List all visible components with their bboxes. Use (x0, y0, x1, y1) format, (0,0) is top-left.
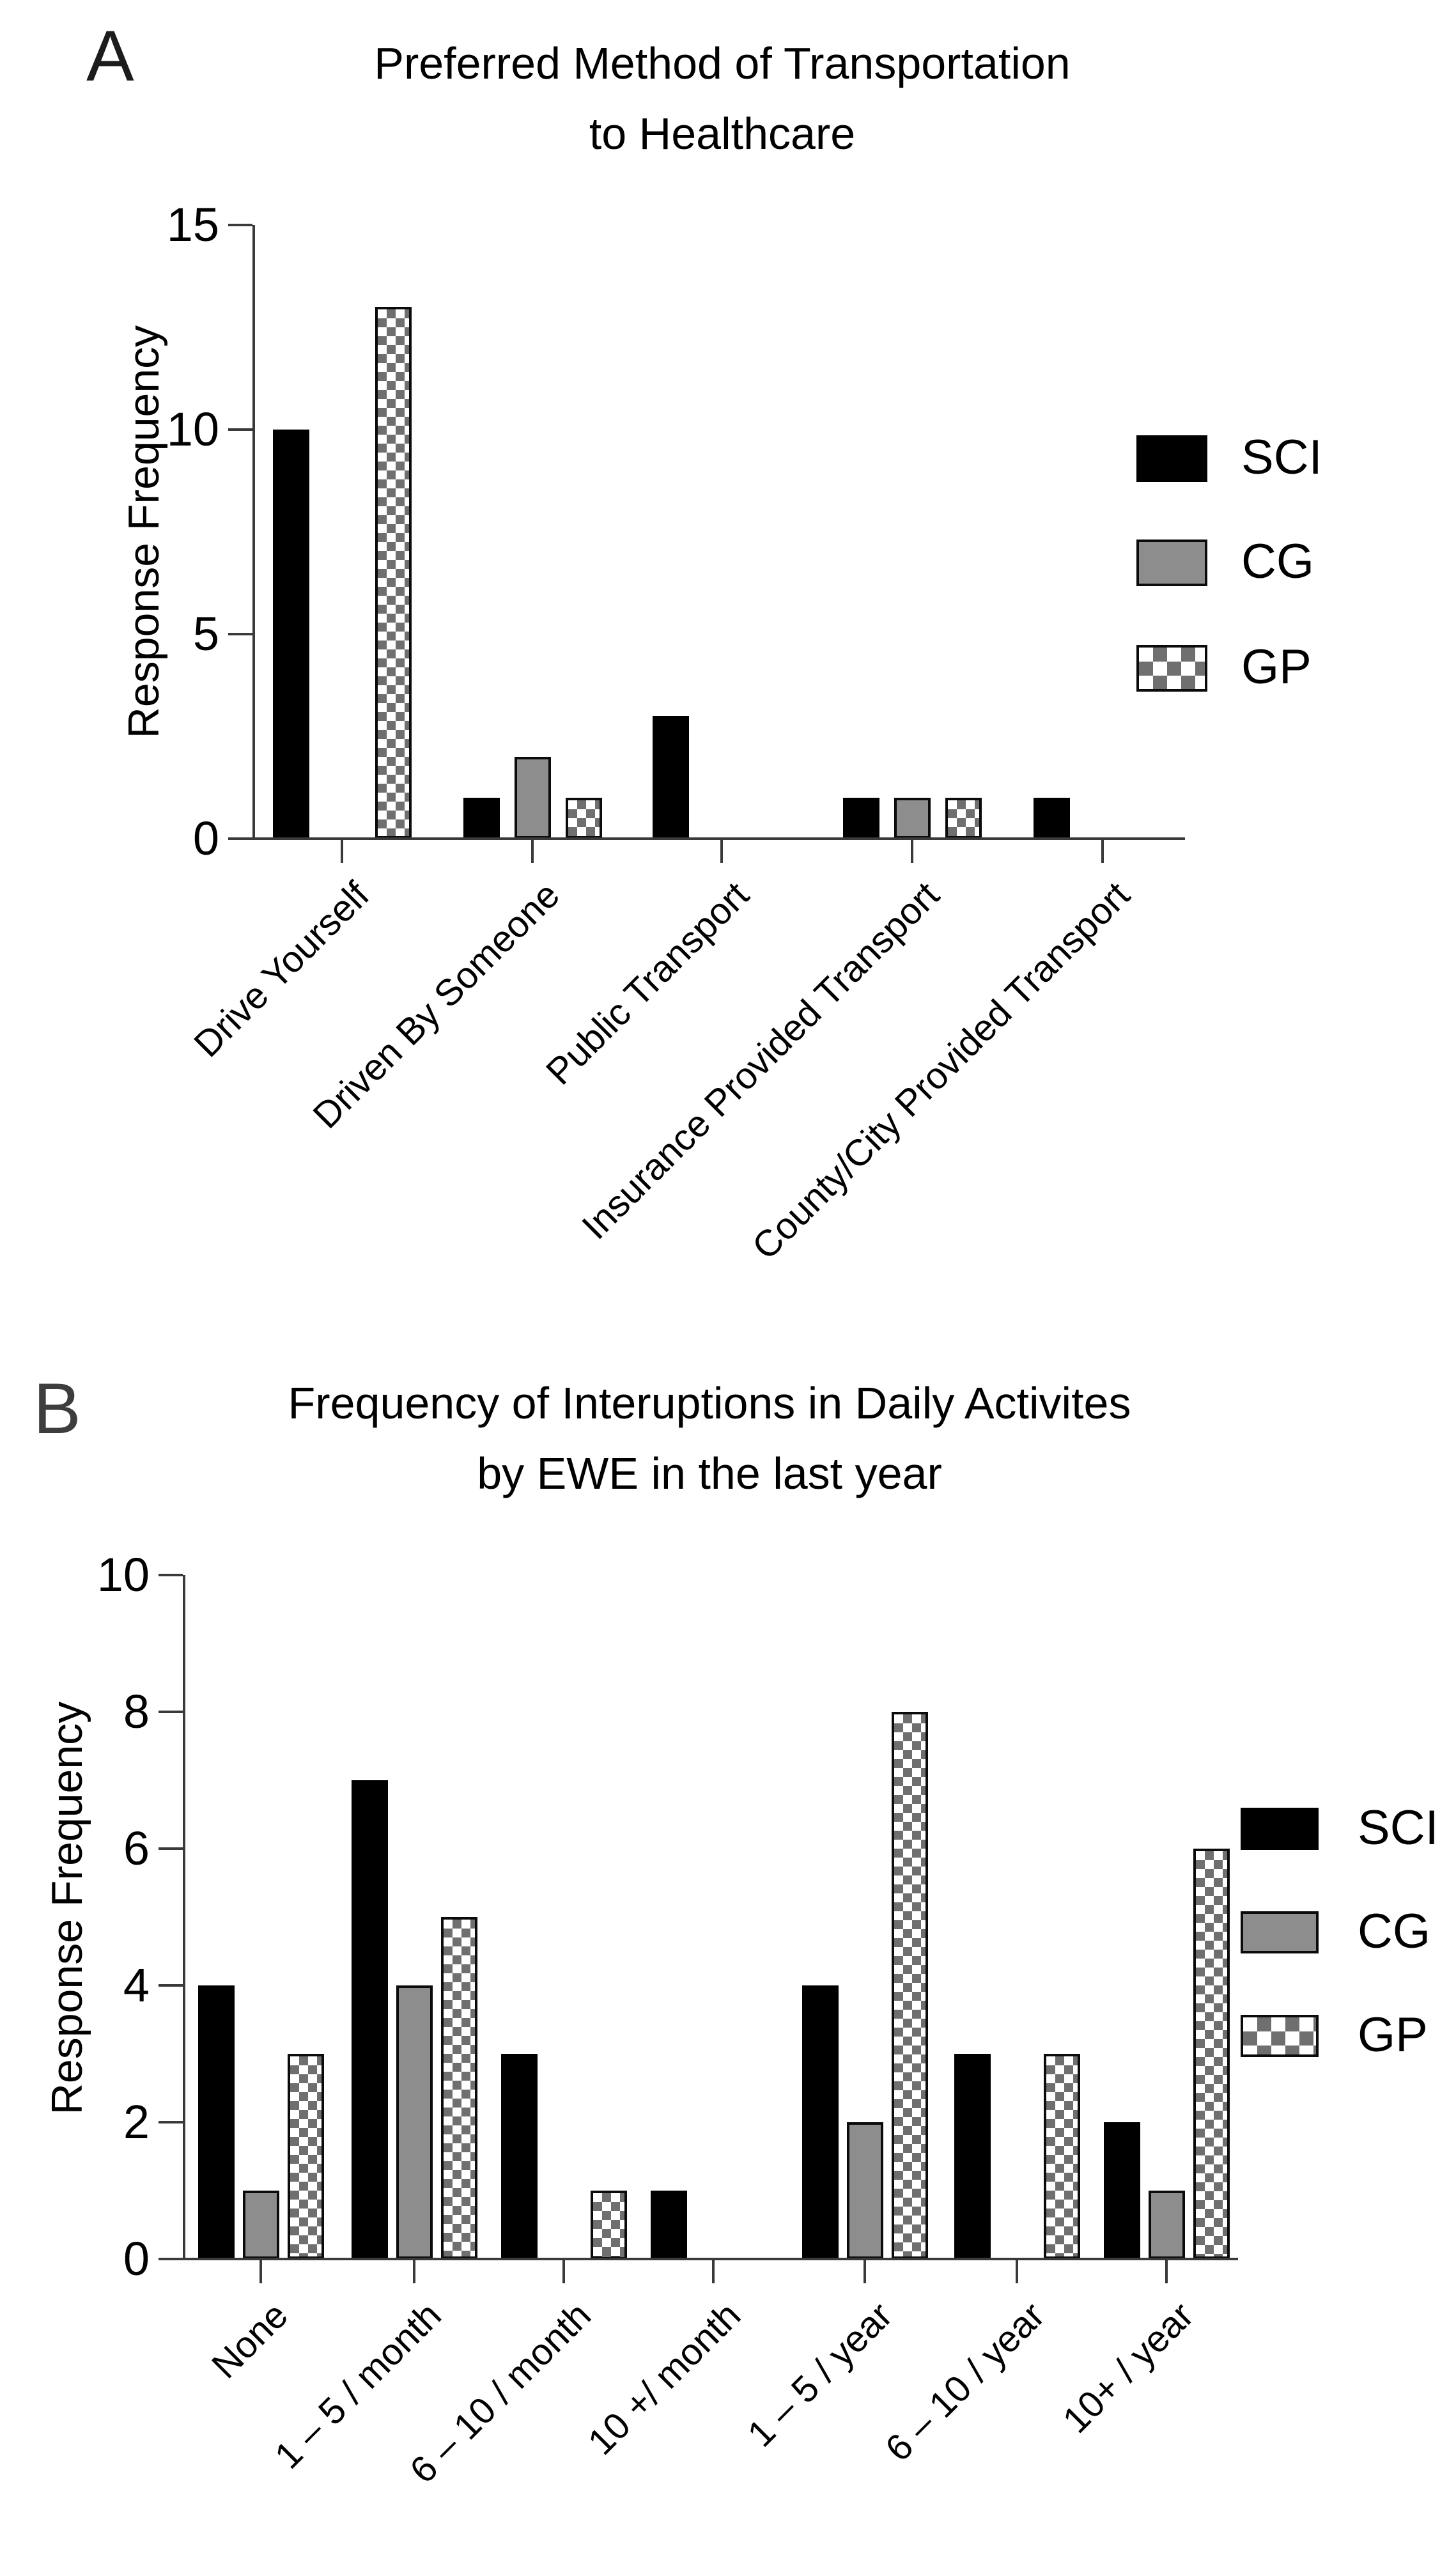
legend-label-gp: GP (1241, 640, 1312, 694)
x-axis-tick (720, 839, 723, 863)
legend-label-cg: CG (1358, 1904, 1430, 1959)
legend-label-sci: SCI (1241, 430, 1322, 485)
panel-b-title-line1: Frequency of Interuptions in Daily Activ… (288, 1378, 1131, 1428)
x-axis-tick (911, 839, 913, 863)
bar-sci-category-2 (352, 1780, 388, 2259)
x-axis-tick (562, 2259, 565, 2283)
y-tick-label: 10 (97, 1548, 150, 1601)
bar-cg-category-5 (847, 2122, 883, 2259)
x-axis-tick (1165, 2259, 1168, 2283)
panel-a-title-line1: Preferred Method of Transportation (374, 38, 1071, 88)
y-tick-label: 6 (123, 1822, 150, 1875)
y-tick-label: 10 (166, 403, 219, 456)
bar-sci-category-1 (273, 430, 309, 839)
bar-sci-category-3 (653, 716, 689, 839)
panel-b-letter: B (33, 1369, 81, 1448)
bar-sci-category-4 (651, 2191, 687, 2259)
x-axis-tick (864, 2259, 866, 2283)
panel-a-title-line2: to Healthcare (589, 109, 856, 159)
bar-sci-category-3 (501, 2054, 538, 2259)
legend-label-gp: GP (1358, 2008, 1428, 2062)
legend-label-sci: SCI (1358, 1801, 1439, 1855)
y-axis-tick (228, 633, 252, 635)
y-axis-tick (228, 428, 252, 431)
legend-swatch-gp (1136, 645, 1207, 692)
bar-cg-category-2 (515, 757, 551, 839)
legend-swatch-cg (1241, 1911, 1319, 1953)
y-axis-tick (159, 1847, 183, 1850)
bar-sci-category-4 (843, 798, 879, 839)
x-axis-tick (712, 2259, 715, 2283)
legend-swatch-sci (1241, 1808, 1319, 1850)
y-axis-tick (159, 1574, 183, 1576)
y-axis-line (183, 1575, 185, 2260)
y-axis-line (252, 225, 255, 840)
y-tick-label: 15 (166, 198, 219, 251)
panel-b-title: Frequency of Interuptions in Daily Activ… (153, 1368, 1266, 1509)
bar-sci-category-6 (954, 2054, 991, 2259)
y-axis-tick (159, 1711, 183, 1713)
bar-sci-category-5 (1034, 798, 1070, 839)
x-axis-line (183, 2258, 1238, 2260)
bar-gp-category-2 (441, 1917, 477, 2259)
y-tick-label: 2 (123, 2095, 150, 2148)
bar-gp-category-1 (375, 307, 412, 839)
y-tick-label: 0 (123, 2232, 150, 2285)
y-tick-label: 4 (123, 1959, 150, 2012)
x-axis-tick (1016, 2259, 1018, 2283)
bar-sci-category-5 (802, 1985, 839, 2259)
x-axis-line (252, 837, 1185, 840)
bar-cg-category-1 (243, 2191, 279, 2259)
bar-sci-category-2 (463, 798, 500, 839)
legend-swatch-cg (1136, 540, 1207, 586)
y-axis-tick (159, 2121, 183, 2123)
bar-gp-category-4 (945, 798, 982, 839)
panel-a-title: Preferred Method of Transportation to He… (275, 28, 1170, 169)
legend-label-cg: CG (1241, 534, 1314, 589)
y-axis-tick (159, 1984, 183, 1987)
bar-sci-category-7 (1104, 2122, 1140, 2259)
panel-a-letter: A (86, 16, 134, 96)
bar-cg-category-2 (396, 1985, 433, 2259)
x-axis-tick (341, 839, 343, 863)
bar-sci-category-1 (198, 1985, 235, 2259)
legend-swatch-gp (1241, 2015, 1319, 2057)
y-axis-tick (228, 837, 252, 840)
y-axis-tick (159, 2258, 183, 2260)
y-tick-label: 0 (192, 812, 219, 865)
x-axis-tick (531, 839, 534, 863)
bar-gp-category-5 (892, 1712, 928, 2259)
x-axis-tick (1101, 839, 1104, 863)
bar-gp-category-1 (288, 2054, 324, 2259)
y-tick-label: 5 (192, 607, 219, 660)
y-tick-label: 8 (123, 1685, 150, 1738)
legend-swatch-sci (1136, 435, 1207, 482)
y-axis-tick (228, 224, 252, 226)
x-axis-tick (413, 2259, 415, 2283)
bar-gp-category-3 (591, 2191, 627, 2259)
bar-gp-category-7 (1193, 1849, 1230, 2259)
x-axis-tick (259, 2259, 262, 2283)
panel-b-title-line2: by EWE in the last year (477, 1448, 942, 1498)
